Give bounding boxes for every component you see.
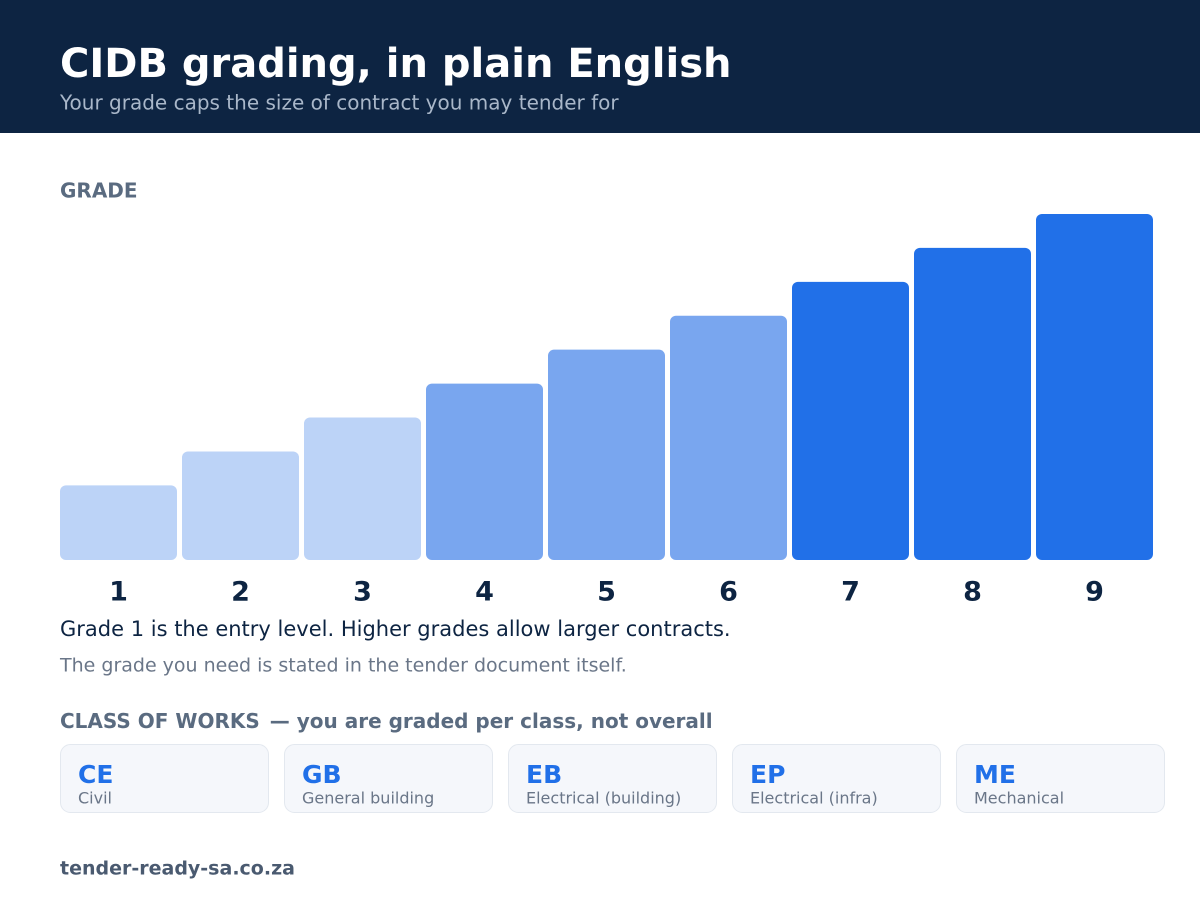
note: The grade you need is stated in the tend… (59, 655, 627, 677)
x-tick-label: 5 (597, 577, 616, 608)
section-subtitle: — you are graded per class, not overall (270, 709, 713, 733)
class-code: EP (750, 760, 785, 789)
class-card (956, 744, 1165, 813)
bar (548, 349, 665, 560)
class-name: Electrical (building) (526, 789, 681, 808)
class-code: EB (526, 760, 562, 789)
x-tick-label: 2 (231, 577, 250, 608)
bar (182, 451, 299, 560)
class-code: ME (974, 760, 1016, 789)
axis-label: GRADE (60, 179, 138, 203)
bar (60, 485, 177, 560)
x-tick-label: 8 (963, 577, 982, 608)
class-card (508, 744, 717, 813)
bar (670, 315, 787, 560)
note: Grade 1 is the entry level. Higher grade… (60, 617, 731, 641)
class-name: Civil (78, 789, 112, 808)
class-name: Mechanical (974, 789, 1064, 808)
footer: tender-ready-sa.co.za (60, 858, 295, 880)
x-tick-label: 9 (1085, 577, 1104, 608)
x-tick-label: 6 (719, 577, 738, 608)
class-name: General building (302, 789, 434, 808)
bar (426, 383, 543, 560)
x-tick-label: 1 (109, 577, 128, 608)
x-tick-label: 7 (841, 577, 860, 608)
class-card (60, 744, 269, 813)
section-title: CLASS OF WORKS — you are graded per class… (60, 709, 713, 733)
header-band (0, 0, 1200, 133)
bar (792, 281, 909, 560)
x-tick-label: 4 (475, 577, 494, 608)
title: CIDB grading, in plain English (60, 41, 731, 87)
bar (914, 247, 1031, 560)
subtitle: Your grade caps the size of contract you… (59, 91, 619, 115)
x-tick-label: 3 (353, 577, 372, 608)
class-name: Electrical (infra) (750, 789, 878, 808)
class-card (732, 744, 941, 813)
class-code: GB (302, 760, 342, 789)
section-title: CLASS OF WORKS (60, 709, 260, 733)
class-card (284, 744, 493, 813)
bar (304, 417, 421, 560)
class-code: CE (78, 760, 113, 789)
bar (1036, 214, 1153, 560)
